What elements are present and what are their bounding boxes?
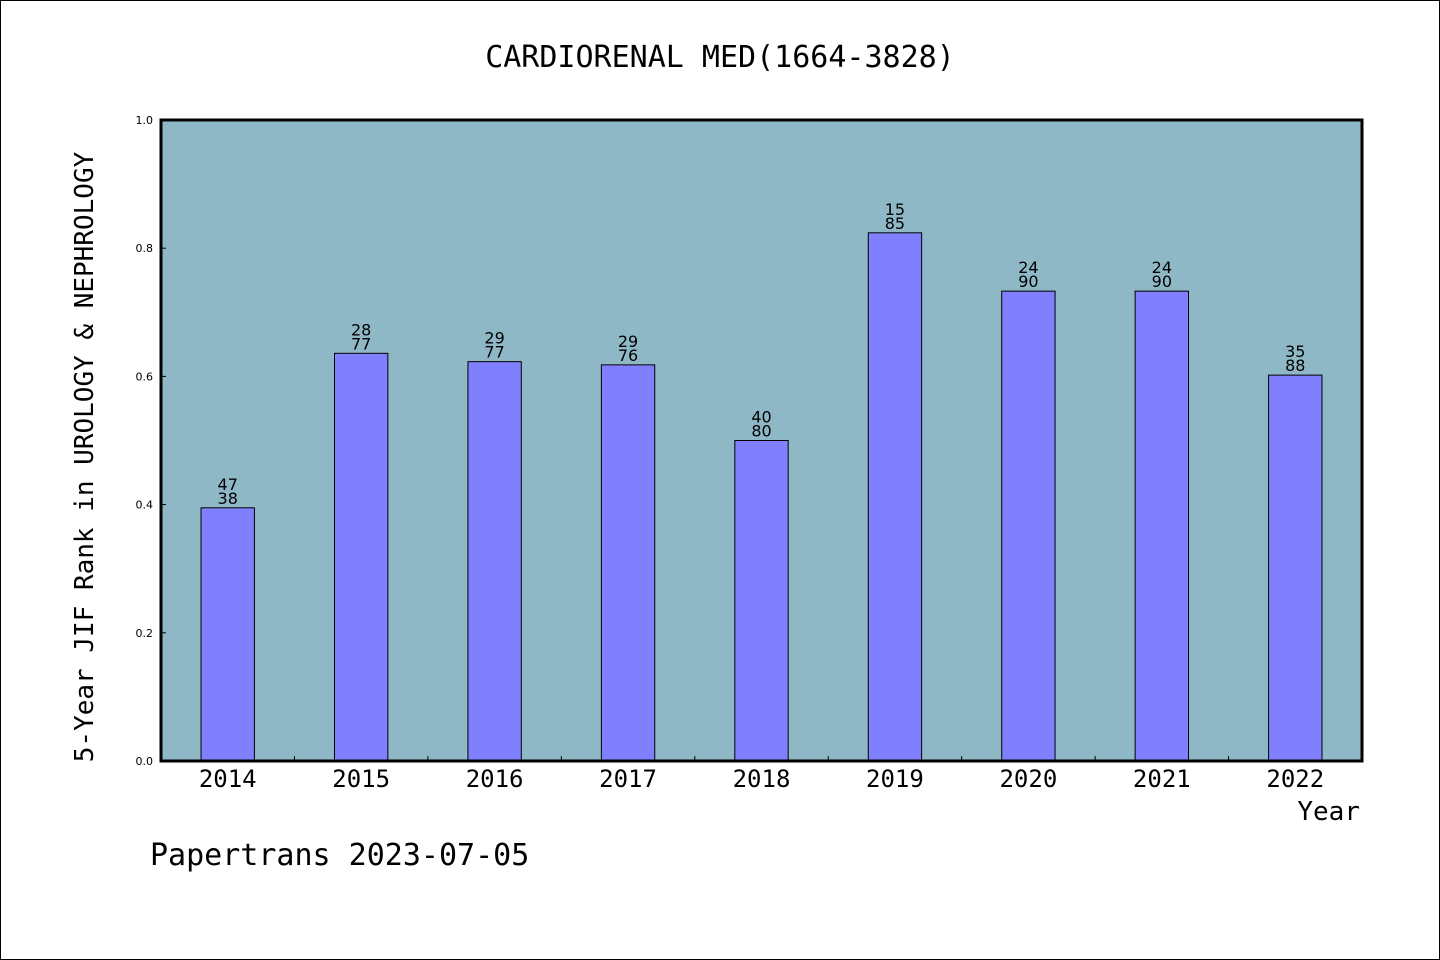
x-tick-2020: 2020 xyxy=(999,765,1057,793)
y-tick-0.2: 0.2 xyxy=(136,627,154,640)
total-label-2020: 90 xyxy=(1018,272,1038,291)
total-label-2014: 38 xyxy=(218,489,238,508)
bar-2021 xyxy=(1134,290,1190,762)
y-axis: 0.0 0.2 0.4 0.6 0.8 1.0 xyxy=(136,114,166,768)
x-tick-2017: 2017 xyxy=(599,765,657,793)
x-axis: 2014 2015 2016 2017 2018 2019 2020 2021 2022 xyxy=(199,756,1324,793)
bar-2022 xyxy=(1268,374,1323,762)
rank-label-2022: 35 xyxy=(1285,342,1305,361)
footer-watermark: Papertrans 2023-07-05 xyxy=(150,838,529,873)
x-tick-2019: 2019 xyxy=(866,765,924,793)
rank-label-2015: 28 xyxy=(351,320,371,339)
rank-label-2017: 29 xyxy=(618,332,638,351)
rank-label-2014: 47 xyxy=(218,475,238,494)
total-label-2015: 77 xyxy=(351,334,371,353)
bar-2019 xyxy=(867,232,923,762)
x-tick-2018: 2018 xyxy=(733,765,791,793)
rank-label-2018: 40 xyxy=(751,408,771,427)
bar-2017 xyxy=(600,364,656,762)
bar-2020 xyxy=(1001,290,1056,762)
total-label-2019: 85 xyxy=(885,214,905,233)
total-label-2016: 77 xyxy=(484,343,504,362)
y-tick-0.8: 0.8 xyxy=(136,242,154,255)
x-tick-2022: 2022 xyxy=(1266,765,1324,793)
bar-2018 xyxy=(734,440,789,762)
rank-label-2021: 24 xyxy=(1152,258,1172,277)
total-label-2022: 88 xyxy=(1285,356,1305,375)
x-tick-2021: 2021 xyxy=(1133,765,1191,793)
plot-border xyxy=(159,118,1364,763)
total-label-2017: 76 xyxy=(618,346,638,365)
x-tick-2015: 2015 xyxy=(332,765,390,793)
bars-layer xyxy=(200,232,1323,762)
y-tick-1.0: 1.0 xyxy=(136,114,154,127)
x-axis-label: Year xyxy=(1297,797,1360,827)
y-tick-0.6: 0.6 xyxy=(136,370,154,383)
rank-label-2019: 15 xyxy=(885,200,905,219)
rank-label-2016: 29 xyxy=(484,329,504,348)
y-tick-0.4: 0.4 xyxy=(136,499,154,512)
y-axis-label: 5-Year JIF Rank in UROLOGY & NEPHROLOGY xyxy=(70,151,100,762)
rank-label-2020: 24 xyxy=(1018,258,1038,277)
total-label-2018: 80 xyxy=(751,422,771,441)
total-label-2021: 90 xyxy=(1152,272,1172,291)
chart-title: CARDIORENAL MED(1664-3828) xyxy=(485,40,955,75)
x-tick-2014: 2014 xyxy=(199,765,257,793)
x-tick-2016: 2016 xyxy=(466,765,524,793)
y-tick-0.0: 0.0 xyxy=(136,755,154,768)
bar-2015 xyxy=(333,352,389,762)
bar-2014 xyxy=(200,507,255,762)
bar-2016 xyxy=(467,361,522,762)
